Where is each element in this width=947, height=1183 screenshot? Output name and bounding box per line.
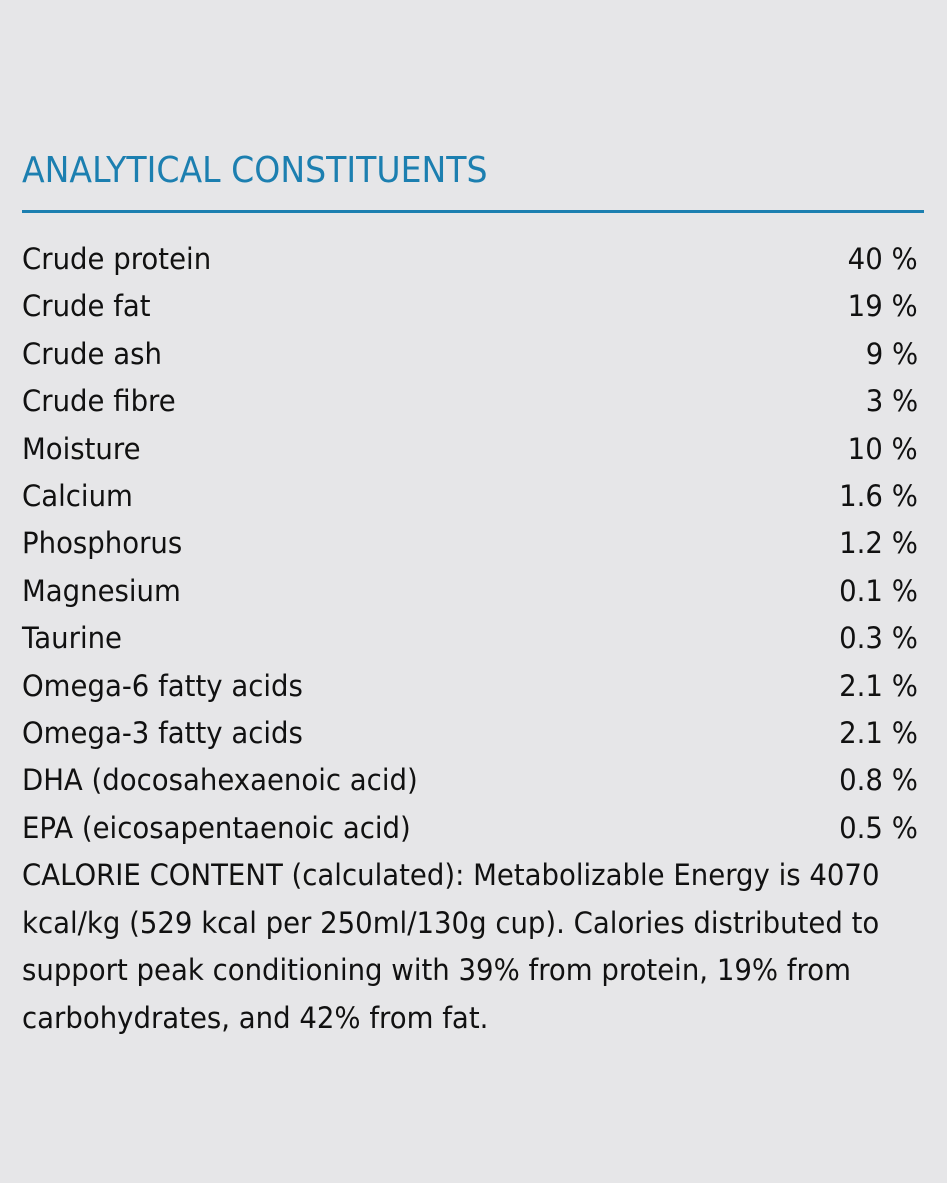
- constituent-row: EPA (eicosapentaenoic acid) 0.5 %: [22, 805, 918, 852]
- constituent-label: Crude fat: [22, 289, 151, 324]
- constituent-row: Crude fat 19 %: [22, 283, 918, 330]
- constituent-label: Moisture: [22, 431, 141, 466]
- constituent-row: Calcium 1.6 %: [22, 473, 918, 520]
- constituent-row: Crude ash 9 %: [22, 331, 918, 378]
- section-heading: ANALYTICAL CONSTITUENTS: [22, 150, 488, 191]
- constituent-label: Crude ash: [22, 336, 162, 371]
- constituent-value: 2.1 %: [839, 715, 918, 750]
- constituent-value: 19 %: [847, 289, 918, 324]
- constituent-value: 0.8 %: [839, 763, 918, 798]
- constituent-value: 3 %: [865, 384, 918, 419]
- constituent-row: Moisture 10 %: [22, 426, 918, 473]
- constituents-list: Crude protein 40 % Crude fat 19 % Crude …: [22, 236, 918, 852]
- constituent-row: Crude fibre 3 %: [22, 378, 918, 425]
- constituent-label: Crude protein: [22, 242, 212, 276]
- constituent-row: DHA (docosahexaenoic acid) 0.8 %: [22, 757, 918, 804]
- constituent-value: 9 %: [865, 336, 918, 371]
- constituent-value: 1.2 %: [839, 526, 918, 561]
- constituent-label: Calcium: [22, 478, 133, 513]
- constituent-label: EPA (eicosapentaenoic acid): [22, 810, 411, 845]
- constituent-row: Taurine 0.3 %: [22, 615, 918, 662]
- heading-divider: [22, 210, 924, 213]
- constituent-value: 0.5 %: [839, 810, 918, 845]
- constituent-label: Magnesium: [22, 573, 181, 608]
- constituent-row: Omega-6 fatty acids 2.1 %: [22, 663, 918, 710]
- constituent-value: 0.3 %: [839, 621, 918, 656]
- constituent-label: Taurine: [22, 621, 123, 656]
- constituent-label: Omega-6 fatty acids: [22, 668, 303, 703]
- constituent-label: Phosphorus: [22, 526, 183, 561]
- constituent-value: 40 %: [847, 242, 918, 276]
- constituent-row: Crude protein 40 %: [22, 236, 918, 283]
- constituent-row: Phosphorus 1.2 %: [22, 520, 918, 567]
- constituent-label: DHA (docosahexaenoic acid): [22, 763, 418, 798]
- constituent-label: Omega-3 fatty acids: [22, 715, 303, 750]
- constituent-value: 0.1 %: [839, 573, 918, 608]
- constituent-label: Crude fibre: [22, 384, 176, 419]
- constituent-row: Magnesium 0.1 %: [22, 568, 918, 615]
- constituent-value: 2.1 %: [839, 668, 918, 703]
- constituent-value: 1.6 %: [839, 478, 918, 513]
- constituent-row: Omega-3 fatty acids 2.1 %: [22, 710, 918, 757]
- constituent-value: 10 %: [847, 431, 918, 466]
- calorie-content-note: CALORIE CONTENT (calculated): Metaboliza…: [22, 858, 880, 1035]
- analytical-constituents-panel: ANALYTICAL CONSTITUENTS Crude protein 40…: [22, 148, 924, 1042]
